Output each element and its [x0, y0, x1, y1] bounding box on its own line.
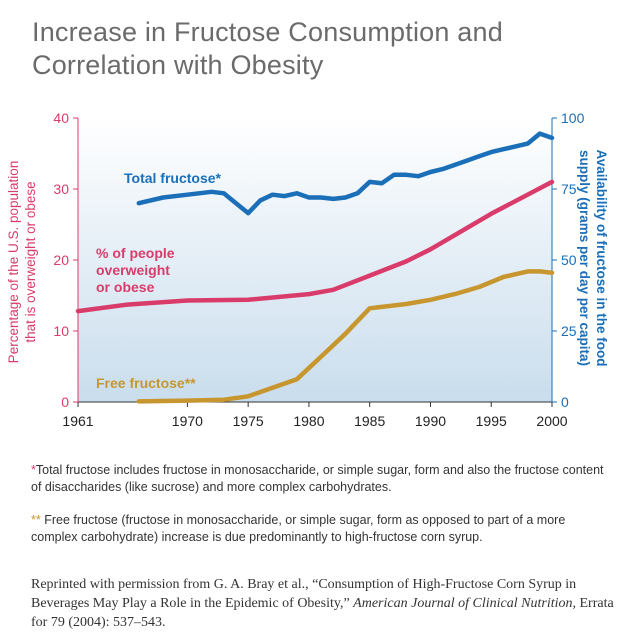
right-tick-label: 25 [561, 323, 577, 339]
plot-area [78, 118, 552, 402]
rightLabel1-line-1: Availability of fructose in the food [594, 149, 609, 366]
total-fructose-line [136, 131, 555, 216]
footnote-marker-1: * [31, 463, 36, 477]
right-axis-label-line1: Availability of fructose in the foodsupp… [577, 149, 609, 366]
right-tick-label: 0 [561, 394, 569, 410]
footnote-free-fructose: ** Free fructose (fructose in monosaccha… [31, 512, 611, 546]
left-tick-label: 20 [53, 252, 69, 268]
x-tick-label: 1970 [172, 413, 203, 429]
chart-svg: 1961 1970 1975 1980 1985 1990 1995 2000 0 10 20 30… [6, 110, 609, 429]
x-tick-label: 1995 [476, 413, 507, 429]
x-tick-label: 1990 [415, 413, 446, 429]
footnote-text-1: Total fructose includes fructose in mono… [31, 463, 604, 494]
left-tick-label: 10 [53, 323, 69, 339]
citation: Reprinted with permission from G. A. Bra… [31, 575, 621, 632]
leftLabel1-line-1: Percentage of the U.S. population [6, 161, 21, 364]
x-tick-label: 1961 [62, 413, 93, 429]
citation-suffix: Errata for 79 (2004): 537–543. [31, 596, 614, 630]
x-tick-label: 2000 [536, 413, 567, 429]
free-fructose-label: Free fructose** [96, 375, 196, 391]
obesity-label-line: or obese [96, 279, 155, 295]
obesity-label: % of people overweight or obese [96, 245, 175, 295]
x-tick-label: 1980 [293, 413, 324, 429]
rightLabel1-line-2: supply (grams per day per capita) [577, 150, 592, 366]
left-tick-label: 30 [53, 181, 69, 197]
left-tick-label: 0 [61, 394, 69, 410]
footnote-total-fructose: *Total fructose includes fructose in mon… [31, 462, 611, 496]
footnote-marker-2: ** [31, 513, 41, 527]
right-tick-label: 50 [561, 252, 577, 268]
right-tick-label: 100 [561, 110, 585, 126]
chart-title: Increase in Fructose Consumption and Cor… [32, 17, 503, 80]
citation-journal: American Journal of Clinical Nutrition, [353, 596, 576, 611]
citation-prefix: Reprinted with permission from G. A. Bra… [31, 577, 577, 611]
leftLabel1-line-2: that is overweight or obese [23, 181, 38, 342]
footnote-text-2: Free fructose (fructose in monosaccharid… [31, 513, 566, 544]
total-fructose-label: Total fructose* [124, 170, 222, 186]
obesity-label-line: % of people [96, 245, 175, 261]
obesity-label-line: overweight [96, 262, 170, 278]
x-tick-label: 1975 [233, 413, 264, 429]
right-tick-label: 75 [561, 181, 577, 197]
left-tick-label: 40 [53, 110, 69, 126]
x-tick-label: 1985 [354, 413, 385, 429]
obesity-line [75, 179, 555, 314]
left-axis-label-line1: Percentage of the U.S. population that is… [6, 161, 38, 364]
free-fructose-line [136, 269, 555, 404]
